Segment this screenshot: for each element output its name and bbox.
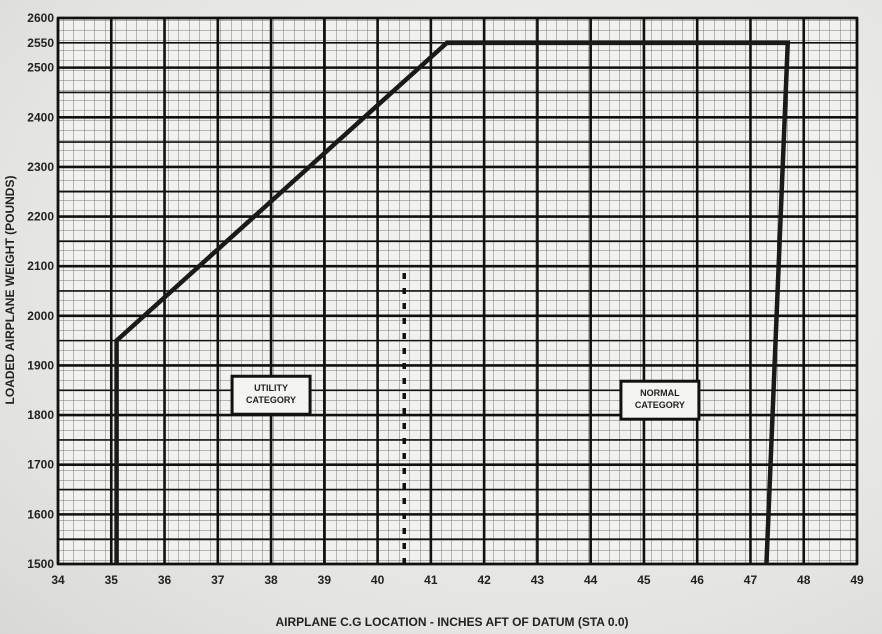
annotation-box: [619, 379, 701, 421]
x-tick-label: 35: [105, 573, 119, 587]
annotation-text: UTILITY: [254, 383, 288, 393]
y-tick-label: 2500: [27, 61, 54, 75]
y-tick-label: 1900: [27, 358, 54, 372]
x-tick-label: 46: [691, 573, 705, 587]
x-tick-label: 43: [531, 573, 545, 587]
x-tick-label: 34: [51, 573, 65, 587]
envelope-line: [114, 40, 791, 565]
grid-layer: [56, 16, 859, 566]
y-tick-label: 1500: [27, 557, 54, 571]
y-axis-title: LOADED AIRPLANE WEIGHT (POUNDS): [3, 176, 17, 405]
annotation-layer: UTILITY CATEGORY NORMAL CATEGORY: [230, 374, 701, 421]
x-tick-label: 38: [264, 573, 278, 587]
y-tick-label: 2100: [27, 259, 54, 273]
x-tick-label: 42: [477, 573, 491, 587]
line-layer: [114, 40, 791, 565]
x-tick-label: 37: [211, 573, 225, 587]
y-tick-label: 1600: [27, 507, 54, 521]
y-tick-label: 2000: [27, 309, 54, 323]
y-tick-label: 2600: [27, 11, 54, 25]
y-tick-label: 2550: [27, 36, 54, 50]
tick-layer: 34 35 36 37 38 39 40 41 42 43 44 45 46 47 48 49 1500 1600…: [27, 11, 864, 587]
annotation-text: CATEGORY: [246, 395, 296, 405]
y-tick-label: 2400: [27, 110, 54, 124]
utility-category-label: UTILITY CATEGORY: [230, 374, 312, 416]
x-tick-label: 49: [850, 573, 864, 587]
annotation-text: NORMAL: [640, 388, 680, 398]
x-tick-label: 48: [797, 573, 811, 587]
y-tick-label: 2300: [27, 160, 54, 174]
annotation-text: CATEGORY: [635, 400, 685, 410]
y-tick-label: 1800: [27, 408, 54, 422]
x-tick-label: 36: [158, 573, 172, 587]
x-axis-title: AIRPLANE C.G LOCATION - INCHES AFT OF DA…: [275, 615, 628, 629]
plot-frame: [56, 16, 859, 566]
x-tick-label: 44: [584, 573, 598, 587]
x-tick-label: 45: [637, 573, 651, 587]
y-tick-label: 2200: [27, 210, 54, 224]
annotation-box: [230, 374, 312, 416]
x-tick-label: 40: [371, 573, 385, 587]
x-tick-label: 41: [424, 573, 438, 587]
x-tick-label: 39: [318, 573, 332, 587]
normal-category-label: NORMAL CATEGORY: [619, 379, 701, 421]
y-tick-label: 1700: [27, 458, 54, 472]
x-tick-label: 47: [744, 573, 758, 587]
